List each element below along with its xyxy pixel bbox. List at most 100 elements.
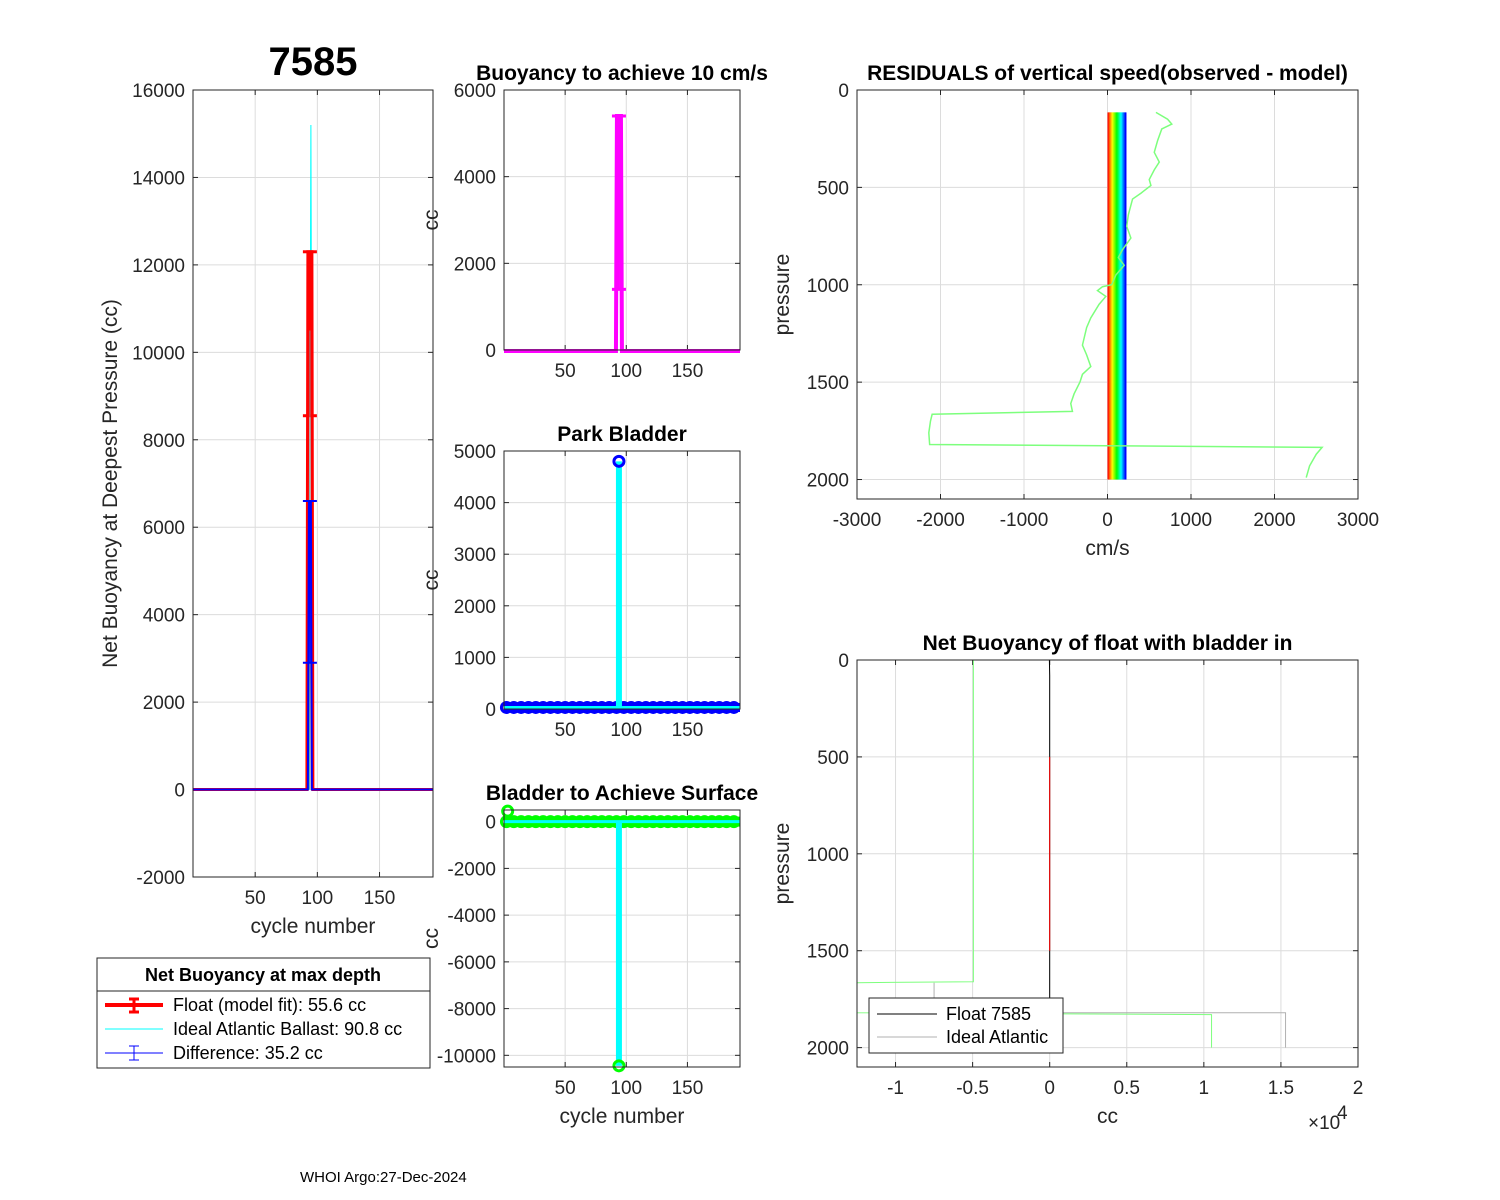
y-tick-label: 0 xyxy=(174,781,185,802)
y-tick-label: -6000 xyxy=(447,953,496,974)
x-tick-label: 0 xyxy=(1102,510,1113,531)
y-tick-label: 4000 xyxy=(454,168,496,189)
rainbow-band-strip xyxy=(1109,112,1111,480)
y-axis-label: cc xyxy=(420,928,443,949)
axes-frame xyxy=(503,450,741,710)
rainbow-band-strip xyxy=(1122,112,1124,480)
x-exponent-label: ×10 xyxy=(1308,1113,1340,1134)
y-tick-label: 3000 xyxy=(454,545,496,566)
y-tick-label: 6000 xyxy=(454,81,496,102)
x-tick-label: -2000 xyxy=(916,510,965,531)
x-tick-label: 100 xyxy=(610,720,642,741)
x-tick-label: 150 xyxy=(672,361,704,382)
x-tick-label: 50 xyxy=(555,1078,576,1099)
x-tick-label: 150 xyxy=(672,720,704,741)
y-tick-label: -4000 xyxy=(447,906,496,927)
legend-box xyxy=(96,957,431,1069)
rainbow-band-strip xyxy=(1107,112,1109,480)
y-tick-label: 10000 xyxy=(132,343,185,364)
y-tick-label: 1000 xyxy=(807,276,849,297)
x-tick-label: 0 xyxy=(1044,1078,1055,1099)
y-tick-label: 6000 xyxy=(143,518,185,539)
figure-title: 7585 xyxy=(269,40,358,84)
y-axis-label: Net Buoyancy at Deepest Pressure (cc) xyxy=(99,299,122,668)
x-exponent-power: 4 xyxy=(1337,1103,1348,1124)
rainbow-band-strip xyxy=(1114,112,1116,480)
legend-swatch-float xyxy=(105,997,163,1014)
x-axis-label: cycle number xyxy=(560,1105,685,1128)
rainbow-band-strip xyxy=(1116,112,1119,480)
legend-swatch-difference xyxy=(105,1045,163,1061)
y-tick-label: 0 xyxy=(485,341,496,362)
y-tick-label: 12000 xyxy=(132,256,185,277)
y-tick-label: 1500 xyxy=(807,373,849,394)
rainbow-band-strip xyxy=(1113,112,1115,480)
x-tick-label: 100 xyxy=(610,1078,642,1099)
surface-first-marker xyxy=(501,804,515,818)
axes-background xyxy=(504,451,740,709)
y-tick-label: 8000 xyxy=(143,431,185,452)
x-tick-label: 1000 xyxy=(1170,510,1212,531)
panel-net-buoyancy-bladder: -1 -0.5 0 0.5 1 1.5 2 0 500 1000 1500 2000 cc pressur… xyxy=(771,632,1363,1134)
x-tick-label: -0.5 xyxy=(956,1078,989,1099)
panel-net-buoyancy: 50 100 150 -2000 0 2000 4000 6000 8000 10000 12000… xyxy=(99,81,434,938)
legend-title: Net Buoyancy at max depth xyxy=(145,965,381,985)
legend2-item-float: Float 7585 xyxy=(946,1004,1031,1024)
chart-title: Buoyancy to achieve 10 cm/s xyxy=(476,62,768,85)
x-axis-label: cc xyxy=(1097,1105,1118,1128)
panel-park-bladder: 50 100 150 0 1000 2000 3000 4000 5000 cc Park Blad… xyxy=(420,423,741,741)
y-tick-label: 0 xyxy=(485,700,496,721)
axes-frame xyxy=(192,89,434,878)
surface-spike-marker xyxy=(612,1059,626,1073)
y-tick-label: 2000 xyxy=(807,471,849,492)
y-tick-label: 500 xyxy=(817,748,849,769)
chart-title: Bladder to Achieve Surface xyxy=(486,782,758,805)
rainbow-band-strip xyxy=(1123,112,1125,480)
y-tick-label: 1000 xyxy=(454,648,496,669)
y-tick-label: 500 xyxy=(817,178,849,199)
y-tick-label: -2000 xyxy=(136,868,185,889)
rainbow-band-strip xyxy=(1115,112,1117,480)
x-tick-label: 100 xyxy=(302,888,334,909)
x-axis-label: cm/s xyxy=(1085,537,1129,560)
rainbow-band-strip xyxy=(1124,112,1126,480)
y-axis-label: cc xyxy=(420,570,443,591)
rainbow-band-strip xyxy=(1120,112,1122,480)
x-tick-label: 3000 xyxy=(1337,510,1379,531)
legend-net-buoyancy: Net Buoyancy at max depth Float (model f… xyxy=(96,957,431,1069)
y-tick-label: 0 xyxy=(485,813,496,834)
y-tick-label: -2000 xyxy=(447,859,496,880)
y-axis-label: cc xyxy=(420,210,443,231)
x-tick-label: -1 xyxy=(887,1078,904,1099)
x-tick-label: 1 xyxy=(1199,1078,1210,1099)
rainbow-band-strip xyxy=(1121,112,1123,480)
legend2-item-ideal: Ideal Atlantic xyxy=(946,1027,1048,1047)
x-tick-label: 150 xyxy=(672,1078,704,1099)
y-tick-label: -8000 xyxy=(447,1000,496,1021)
x-tick-label: 50 xyxy=(245,888,266,909)
y-tick-label: 1000 xyxy=(807,845,849,866)
y-tick-label: 0 xyxy=(838,81,849,102)
x-tick-label: 1.5 xyxy=(1268,1078,1294,1099)
rainbow-band-strip xyxy=(1122,112,1125,480)
rainbow-band-strip xyxy=(1117,112,1119,480)
x-tick-label: 0.5 xyxy=(1114,1078,1140,1099)
y-axis-label: pressure xyxy=(771,823,794,905)
rainbow-band-strip xyxy=(1115,112,1118,480)
legend-item-ideal: Ideal Atlantic Ballast: 90.8 cc xyxy=(173,1019,402,1039)
rainbow-band-strip xyxy=(1118,112,1120,480)
rainbow-band-strip xyxy=(1108,112,1110,480)
legend-net-buoyancy-bladder: Float 7585 Ideal Atlantic xyxy=(868,997,1064,1054)
series-residual-profile xyxy=(928,111,1324,478)
y-tick-label: 2000 xyxy=(807,1039,849,1060)
x-tick-label: 50 xyxy=(555,720,576,741)
chart-title: RESIDUALS of vertical speed(observed - m… xyxy=(867,62,1348,85)
panel-bladder-surface: 50 100 150 -10000 -8000 -6000 -4000 -2000 0 cycle… xyxy=(420,782,758,1128)
y-tick-label: 14000 xyxy=(132,168,185,189)
y-tick-label: 16000 xyxy=(132,81,185,102)
y-tick-label: 5000 xyxy=(454,442,496,463)
rainbow-band-strip xyxy=(1110,112,1112,480)
x-tick-label: 150 xyxy=(364,888,396,909)
y-tick-label: 2000 xyxy=(143,693,185,714)
